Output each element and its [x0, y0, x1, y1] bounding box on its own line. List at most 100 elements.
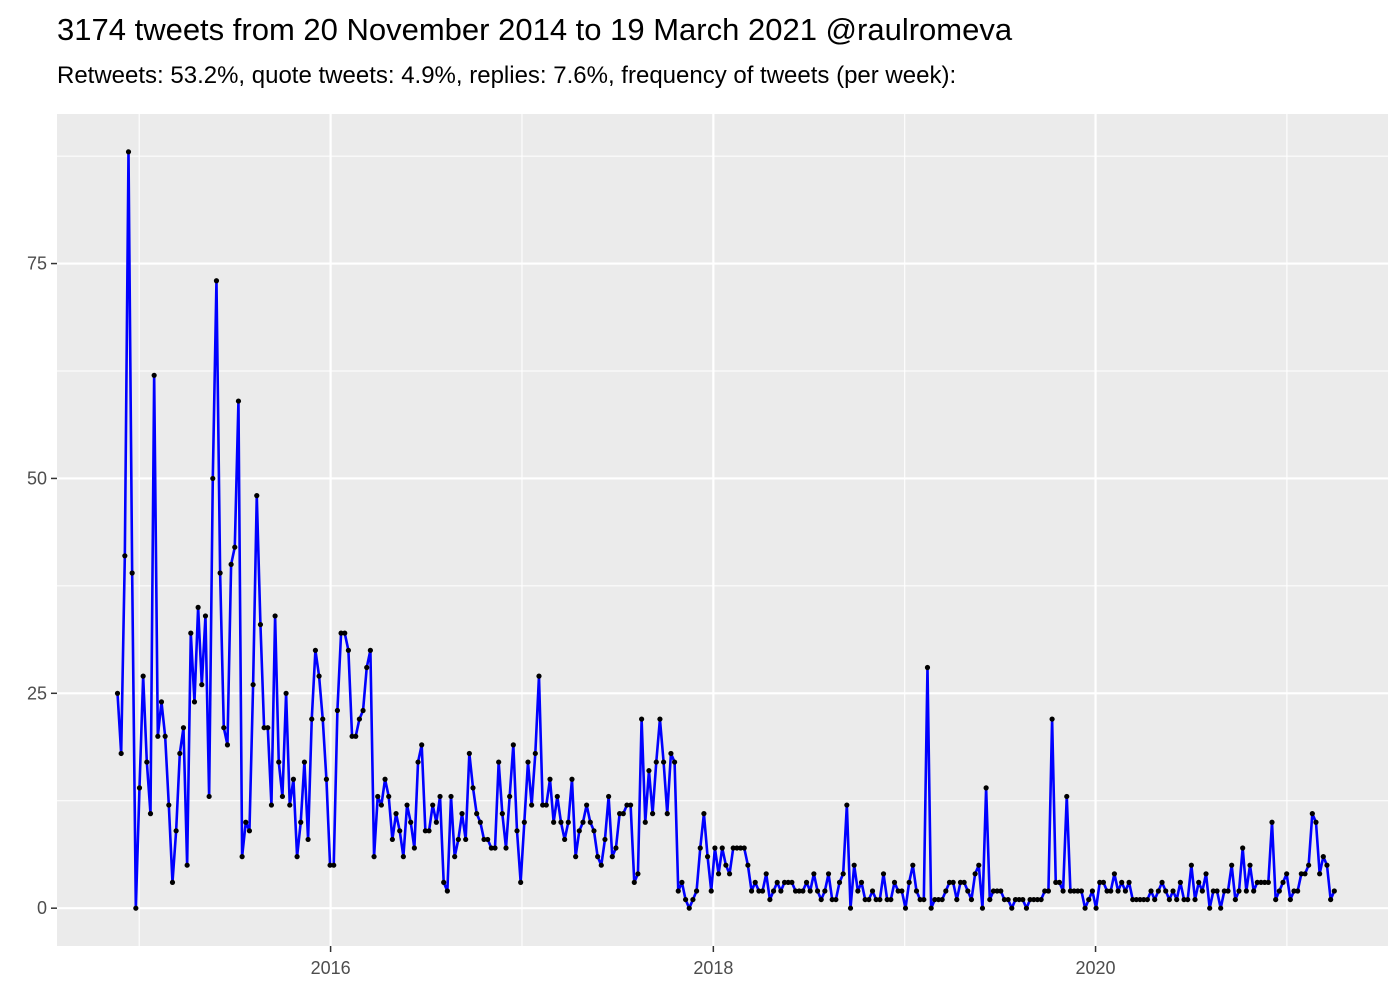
data-point	[1309, 811, 1315, 817]
data-point	[686, 905, 692, 911]
data-point	[888, 896, 894, 903]
data-point	[895, 888, 901, 894]
data-point	[781, 879, 788, 886]
data-point	[1130, 896, 1136, 903]
data-point	[661, 759, 667, 765]
data-point	[411, 845, 417, 851]
data-point	[1100, 879, 1107, 886]
data-point	[470, 785, 476, 791]
data-point	[825, 871, 832, 877]
data-point	[1005, 896, 1011, 903]
data-point	[463, 836, 469, 843]
data-point	[595, 854, 601, 860]
data-point	[562, 836, 568, 843]
data-point	[1295, 888, 1301, 894]
data-point	[477, 819, 483, 825]
data-point	[664, 811, 670, 817]
data-point	[441, 879, 447, 886]
data-point	[822, 888, 828, 894]
data-point	[1038, 896, 1044, 903]
data-point	[576, 828, 582, 834]
data-point	[290, 776, 297, 782]
data-point	[503, 845, 509, 851]
data-point	[367, 647, 373, 653]
data-point	[994, 888, 1000, 894]
data-point	[485, 836, 491, 843]
data-point	[1280, 879, 1286, 886]
data-point	[1188, 862, 1194, 868]
data-point	[1097, 879, 1103, 886]
data-points	[114, 149, 1337, 911]
y-tick-label: 0	[37, 898, 47, 918]
data-point	[1001, 896, 1008, 903]
data-point	[1163, 888, 1169, 894]
data-point	[639, 716, 645, 722]
data-point	[803, 879, 810, 886]
data-point	[745, 862, 751, 868]
data-point	[224, 742, 231, 748]
data-point	[521, 819, 527, 825]
data-point	[481, 836, 487, 843]
data-point	[598, 862, 604, 868]
data-point	[1302, 871, 1308, 877]
data-point	[1137, 896, 1143, 903]
data-point	[320, 716, 326, 722]
data-point	[1045, 888, 1052, 894]
data-point	[144, 759, 150, 765]
data-point	[693, 888, 700, 894]
data-point	[547, 776, 553, 782]
data-point	[1265, 879, 1271, 886]
data-point	[1313, 819, 1319, 825]
data-point	[389, 836, 395, 843]
data-point	[125, 149, 132, 155]
data-point	[1034, 896, 1041, 903]
data-point	[415, 759, 421, 765]
data-point	[580, 819, 586, 825]
data-point	[338, 630, 344, 636]
data-point	[573, 854, 579, 860]
y-tick-label: 75	[27, 254, 47, 274]
data-point	[1207, 905, 1213, 911]
data-point	[345, 647, 351, 653]
data-point	[426, 828, 432, 834]
chart-subtitle: Retweets: 53.2%, quote tweets: 4.9%, rep…	[57, 62, 957, 89]
data-point	[1067, 888, 1074, 894]
data-point	[353, 733, 359, 739]
data-point	[1306, 862, 1312, 868]
data-point	[767, 896, 773, 903]
data-point	[1221, 888, 1227, 894]
data-point	[1166, 896, 1172, 903]
data-point	[514, 828, 520, 834]
data-point	[1229, 862, 1235, 868]
data-point	[584, 802, 590, 808]
data-point	[408, 819, 414, 825]
data-point	[1287, 896, 1293, 903]
data-point	[1144, 896, 1150, 903]
data-point	[191, 699, 198, 705]
data-point	[404, 802, 410, 808]
data-point	[646, 768, 652, 774]
data-point	[1236, 888, 1242, 894]
x-axis: 2016 2018 2020	[311, 946, 1116, 978]
data-point	[935, 896, 942, 903]
data-point	[543, 802, 549, 808]
data-point	[1258, 879, 1264, 886]
data-point	[279, 793, 286, 800]
data-point	[998, 888, 1004, 894]
data-point	[1115, 888, 1121, 894]
x-tick-label: 2016	[311, 958, 351, 978]
data-point	[1170, 888, 1176, 894]
data-point	[375, 793, 381, 800]
data-point	[591, 828, 597, 834]
data-point	[206, 793, 212, 800]
y-axis: 0 25 50 75	[27, 254, 57, 918]
data-point	[327, 862, 333, 868]
data-point	[708, 888, 714, 894]
data-point	[312, 647, 319, 653]
data-point	[1177, 879, 1183, 886]
data-point	[1111, 871, 1117, 877]
data-point	[257, 621, 264, 628]
data-point	[558, 819, 564, 825]
data-point	[624, 802, 630, 808]
data-point	[1251, 888, 1257, 894]
